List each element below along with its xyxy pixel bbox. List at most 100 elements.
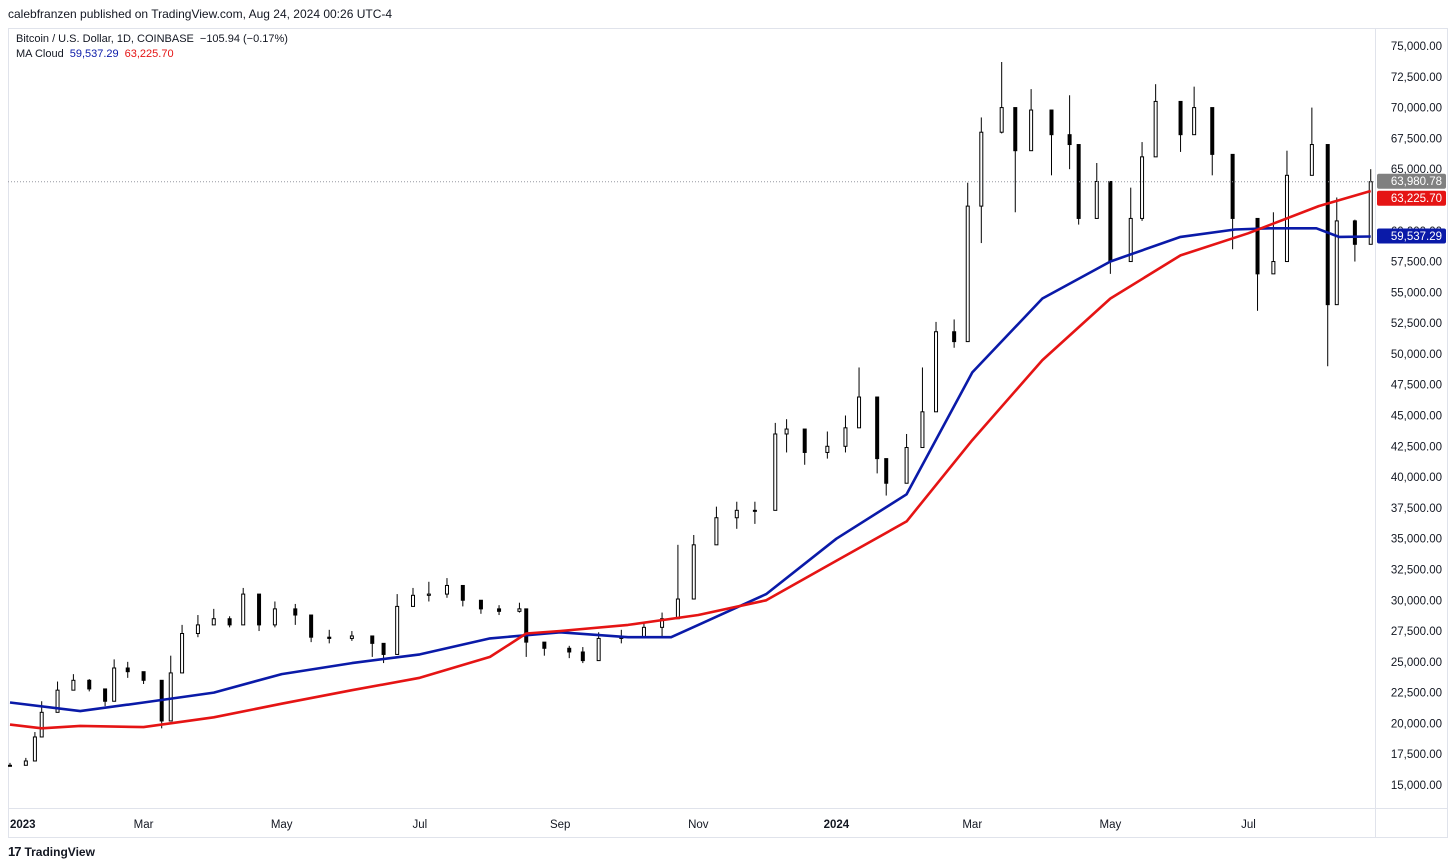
price-chart[interactable]: 15,000.00 17,500.00 20,000.00 22,500.00 25,0… [8, 28, 1448, 838]
publisher-line: calebfranzen published on TradingView.co… [8, 7, 393, 21]
candle-body [8, 764, 12, 767]
chart-frame: 15,000.00 17,500.00 20,000.00 22,500.00 25,0… [8, 28, 1448, 838]
candle-body [168, 672, 173, 722]
y-tick-label: 22,500.00 [1391, 688, 1442, 700]
x-tick-label: 2023 [10, 819, 36, 831]
candle-body [1325, 144, 1330, 306]
candle-body [55, 689, 60, 713]
ma-fast-tag: 59,537.29 [1391, 231, 1442, 243]
candle-body [349, 635, 354, 639]
candle-body [257, 593, 262, 626]
ma-cloud-lines [9, 189, 1372, 730]
x-tick-label: 2024 [824, 819, 850, 831]
candle-body [32, 736, 37, 762]
candle-body [1271, 261, 1276, 275]
candle-body [979, 131, 984, 207]
candle-body [567, 647, 572, 653]
candle-body [460, 584, 465, 601]
candle-body [884, 458, 889, 484]
y-tick-label: 32,500.00 [1391, 564, 1442, 576]
candle-body [734, 509, 739, 519]
candle-body [23, 760, 28, 766]
price-change: −105.94 (−0.17%) [199, 33, 288, 45]
candle-body [1309, 144, 1314, 176]
candle-body [1094, 180, 1099, 219]
candle-body [825, 445, 830, 453]
brand-name: TradingView [24, 844, 95, 859]
y-tick-label: 35,000.00 [1391, 534, 1442, 546]
y-tick-label: 27,500.00 [1391, 626, 1442, 638]
candle-body [1334, 220, 1339, 306]
y-tick-label: 52,500.00 [1391, 318, 1442, 330]
candle-body [934, 331, 939, 413]
last-price-tag-bg [1377, 173, 1446, 189]
x-tick-label: Jul [412, 819, 427, 831]
x-axis-ticks: 2023 Mar May Jul Sep Nov 2024 Mar May Jul [10, 819, 1256, 831]
x-tick-label: May [271, 819, 293, 831]
candle-body [875, 396, 880, 460]
y-tick-label: 50,000.00 [1391, 349, 1442, 361]
candle-body [714, 517, 719, 546]
candle-body [71, 679, 76, 691]
y-axis-ticks: 15,000.00 17,500.00 20,000.00 22,500.00 25,0… [1391, 41, 1442, 792]
plot-border [8, 28, 1448, 838]
ma-fast-line [9, 227, 1371, 713]
candle-body [857, 396, 862, 429]
x-tick-label: Sep [550, 819, 570, 831]
candle-body [227, 618, 232, 626]
ma-slow-tag-bg [1377, 190, 1446, 206]
y-tick-label: 30,000.00 [1391, 595, 1442, 607]
candle-body [195, 624, 200, 635]
candle-body [965, 205, 970, 343]
x-tick-label: Mar [134, 819, 154, 831]
candle-body [1128, 217, 1133, 263]
candle-body [112, 667, 117, 702]
candle-body [444, 584, 449, 595]
candle-body [517, 608, 522, 612]
y-tick-label: 25,000.00 [1391, 657, 1442, 669]
ma-fast-tag-bg [1377, 228, 1446, 244]
candle-body [180, 633, 185, 674]
y-tick-label: 40,000.00 [1391, 472, 1442, 484]
candle-body [1108, 180, 1113, 263]
candle-body [1192, 107, 1197, 136]
y-tick-label: 72,500.00 [1391, 72, 1442, 84]
candle-body [1140, 156, 1145, 219]
candle-body [381, 642, 386, 655]
candle-body [1049, 109, 1054, 136]
candle-body [1178, 100, 1183, 136]
candle-body [1029, 109, 1034, 152]
candle-body [904, 447, 909, 484]
candle-body [675, 598, 680, 620]
last-price-tag: 63,980.78 [1391, 176, 1442, 188]
y-tick-label: 65,000.00 [1391, 164, 1442, 176]
y-tick-label: 55,000.00 [1391, 287, 1442, 299]
indicator-label: MA Cloud [16, 48, 64, 60]
candle-body [395, 605, 400, 655]
candle-body [211, 618, 216, 626]
tradingview-logo-icon: 17 [8, 844, 22, 859]
candle-body [1013, 107, 1018, 152]
candle-body [327, 636, 332, 639]
symbol-label: Bitcoin / U.S. Dollar, 1D, COINBASE [16, 33, 194, 45]
ma-fast-value: 59,537.29 [69, 48, 119, 60]
chart-legend: Bitcoin / U.S. Dollar, 1D, COINBASE −105.… [16, 32, 288, 62]
candle-body [293, 608, 298, 616]
candle-body [1067, 134, 1072, 146]
candle-body [1076, 144, 1081, 219]
y-tick-label: 47,500.00 [1391, 380, 1442, 392]
candle-body [542, 641, 547, 649]
candle-body [87, 679, 92, 690]
candle-body [524, 608, 529, 643]
x-tick-label: Nov [688, 819, 709, 831]
y-tick-label: 42,500.00 [1391, 441, 1442, 453]
y-tick-label: 17,500.00 [1391, 749, 1442, 761]
candle-body [1352, 220, 1357, 245]
ma-slow-value: 63,225.70 [124, 48, 174, 60]
candle-body [580, 651, 585, 662]
x-tick-label: May [1099, 819, 1121, 831]
candle-body [103, 688, 108, 702]
candle-body [309, 614, 314, 638]
y-tick-label: 37,500.00 [1391, 503, 1442, 515]
candle-body [999, 107, 1004, 133]
